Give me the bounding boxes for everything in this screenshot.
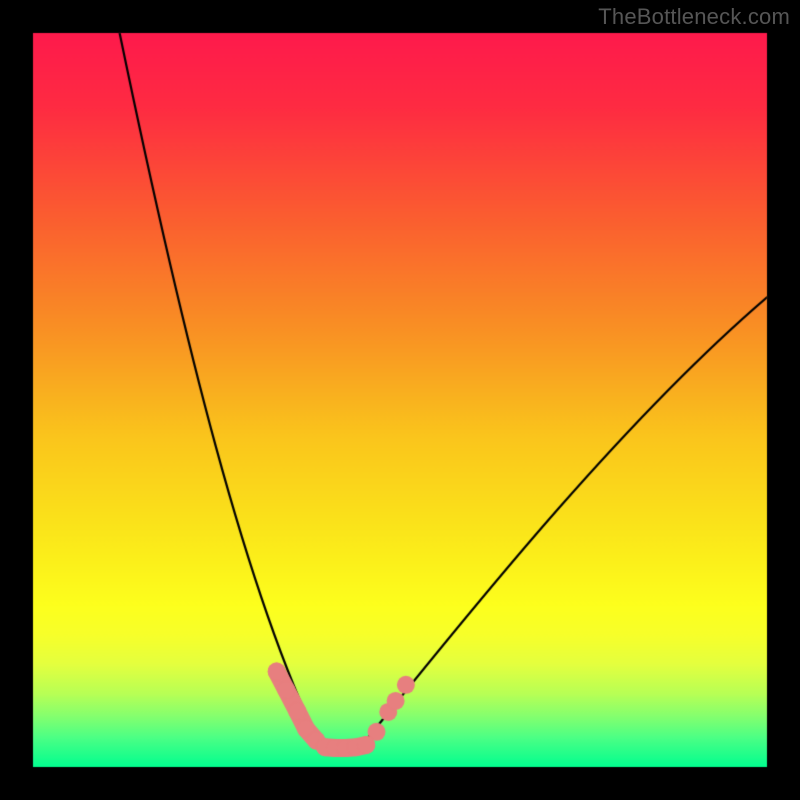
chart-root: TheBottleneck.com	[0, 0, 800, 800]
curve-layer	[0, 0, 800, 800]
watermark-text: TheBottleneck.com	[598, 4, 790, 30]
